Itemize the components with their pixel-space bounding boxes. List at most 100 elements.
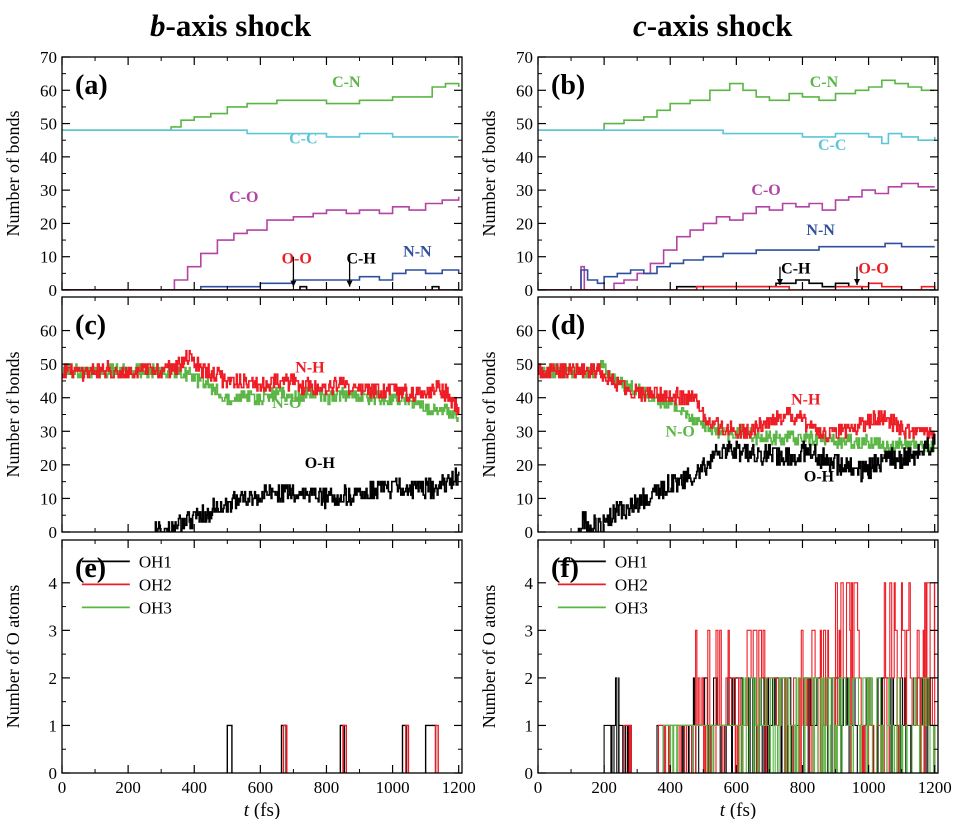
y-tick-label: 0 (49, 764, 58, 783)
x-tick-label: 600 (248, 778, 274, 797)
y-axis-label: Number of bonds (3, 352, 23, 478)
x-tick-label: 0 (58, 778, 67, 797)
column-title-right: c-axis shock (633, 8, 792, 44)
column-title-right-rest: -axis shock (646, 8, 793, 43)
y-tick-label: 0 (525, 523, 534, 542)
pulse-mark (424, 724, 437, 773)
series-annotation: O-H (305, 455, 336, 472)
plot-area (62, 82, 460, 290)
legend-label: OH2 (139, 575, 172, 594)
y-tick-label: 30 (40, 422, 57, 441)
x-tick-label: 200 (591, 778, 617, 797)
y-axis-label: Number of bonds (479, 111, 499, 237)
series-line-n-n (62, 269, 460, 290)
plot-frame (537, 539, 939, 774)
series-annotation: N-H (295, 360, 325, 377)
x-tick-label: 400 (657, 778, 683, 797)
y-tick-label: 20 (516, 214, 533, 233)
column-title-left: b-axis shock (150, 8, 311, 44)
plot-area (62, 349, 460, 532)
y-axis-label: Number of bonds (3, 111, 23, 237)
y-tick-label: 40 (516, 148, 533, 167)
series-line-c-o (62, 196, 460, 290)
x-tick-label: 0 (534, 778, 543, 797)
series-line-c-h (62, 285, 459, 290)
y-tick-label: 60 (516, 322, 533, 341)
x-axis-label: t (fs) (720, 800, 756, 819)
series-annotation: C-C (818, 137, 846, 154)
x-axis-label-italic: t (720, 800, 726, 819)
y-axis-label: Number of O atoms (3, 585, 23, 728)
y-tick-label: 50 (516, 355, 533, 374)
legend-label: OH1 (139, 552, 172, 571)
y-tick-label: 1 (525, 716, 534, 735)
y-tick-label: 0 (49, 281, 58, 300)
plot-frame (61, 539, 463, 774)
arrow-head (346, 280, 353, 287)
y-tick-label: 1 (49, 716, 58, 735)
y-tick-label: 3 (49, 621, 58, 640)
series-annotation: O-O (282, 250, 312, 267)
series-line-oh1 (603, 677, 936, 773)
y-tick-label: 4 (525, 574, 534, 593)
y-tick-label: 3 (525, 621, 534, 640)
y-tick-label: 50 (40, 355, 57, 374)
series-annotation: C-O (751, 182, 780, 199)
x-tick-label: 800 (314, 778, 340, 797)
arrow-head (854, 279, 861, 286)
plot-area (603, 582, 936, 773)
series-line-n-h (538, 363, 936, 443)
pulse-mark (226, 724, 233, 773)
y-tick-label: 70 (40, 48, 57, 67)
plot-frame (537, 56, 939, 291)
column-title-left-italic: b (150, 8, 166, 43)
series-annotation: N-N (403, 244, 432, 261)
legend-label: OH2 (615, 575, 648, 594)
series-annotation: O-H (804, 469, 835, 486)
series-line-o-h (577, 433, 936, 532)
y-tick-label: 4 (49, 574, 58, 593)
pulse-mark (434, 724, 439, 773)
y-tick-label: 60 (516, 81, 533, 100)
series-line-n-n (538, 242, 935, 290)
series-annotation: N-N (806, 222, 835, 239)
legend-label: OH1 (615, 552, 648, 571)
x-tick-label: 1000 (376, 778, 410, 797)
series-line-n-h (62, 349, 460, 416)
column-title-right-italic: c (633, 8, 647, 43)
y-tick-label: 10 (40, 489, 57, 508)
plot-area (538, 79, 936, 290)
y-tick-label: 30 (516, 422, 533, 441)
plot-frame (61, 56, 463, 291)
legend-label: OH3 (139, 598, 172, 617)
series-line-oh3 (663, 677, 936, 773)
x-axis-label: t (fs) (244, 800, 280, 819)
pulse-mark (282, 724, 288, 773)
x-tick-label: 1000 (852, 778, 886, 797)
y-tick-label: 40 (40, 148, 57, 167)
y-tick-label: 20 (40, 214, 57, 233)
y-tick-label: 2 (525, 669, 534, 688)
x-tick-label: 600 (724, 778, 750, 797)
series-annotation: C-O (229, 189, 258, 206)
y-tick-label: 30 (516, 181, 533, 200)
panel-f: 0 1 2 3 4 0 200 400 600 800 1000 1200 t (fs) Number o… (479, 539, 952, 819)
panel-e: 0 1 2 3 4 0 200 400 600 800 1000 1200 t (fs) Number o… (3, 539, 476, 819)
y-tick-label: 50 (40, 115, 57, 134)
x-axis-label-rest: (fs) (725, 800, 756, 819)
panel-b: 0 10 20 30 40 50 60 70 Number of bonds (b) C-N C-C C… (479, 48, 939, 300)
y-tick-label: 40 (516, 389, 533, 408)
series-annotation: N-H (791, 391, 821, 408)
y-tick-label: 10 (40, 248, 57, 267)
arrow-head (290, 280, 297, 287)
plot-area (538, 360, 936, 532)
y-tick-label: 0 (525, 764, 534, 783)
y-axis-label: Number of bonds (479, 352, 499, 478)
x-axis-label-italic: t (244, 800, 250, 819)
arrow-head (776, 279, 783, 286)
series-annotation: O-O (858, 260, 888, 277)
series-annotation: C-H (347, 250, 377, 267)
y-axis-label: Number of O atoms (479, 585, 499, 728)
y-tick-label: 40 (40, 389, 57, 408)
